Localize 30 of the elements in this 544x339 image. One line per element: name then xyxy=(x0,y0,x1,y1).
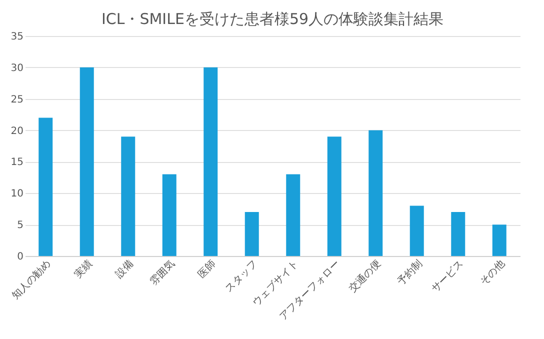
y-tick-label: 15 xyxy=(10,157,24,168)
bar xyxy=(368,130,383,256)
bar xyxy=(162,174,176,256)
x-tick-label: 雰囲気 xyxy=(148,258,178,288)
bar xyxy=(80,67,94,256)
bar xyxy=(286,174,300,256)
bar xyxy=(38,118,53,256)
x-tick-label: 交通の便 xyxy=(346,258,384,295)
y-tick-label: 30 xyxy=(10,62,24,74)
x-tick-label: 医師 xyxy=(196,258,218,280)
y-tick-label: 0 xyxy=(17,252,24,262)
chart-title: ICL・SMILEを受けた患者様59人の体験談集計結果 xyxy=(101,10,444,28)
y-tick-label: 25 xyxy=(10,94,24,106)
x-tick-label: 予約制 xyxy=(394,258,425,288)
y-tick-label: 5 xyxy=(17,220,24,232)
bar xyxy=(451,212,466,256)
x-tick-label: サービス xyxy=(430,258,466,295)
y-tick-label: 10 xyxy=(10,188,24,200)
y-tick-label: 35 xyxy=(10,32,24,42)
bar xyxy=(204,67,218,256)
x-tick-label: スタッフ xyxy=(224,258,260,295)
x-tick-label: その他 xyxy=(477,258,508,288)
x-tick-label: 実績 xyxy=(72,258,95,280)
bar xyxy=(492,224,506,256)
bar xyxy=(327,136,342,256)
y-tick-label: 20 xyxy=(10,126,24,137)
x-tick-label: 設備 xyxy=(113,258,136,280)
bar xyxy=(244,212,259,256)
bar xyxy=(410,206,424,256)
bar xyxy=(121,136,136,256)
